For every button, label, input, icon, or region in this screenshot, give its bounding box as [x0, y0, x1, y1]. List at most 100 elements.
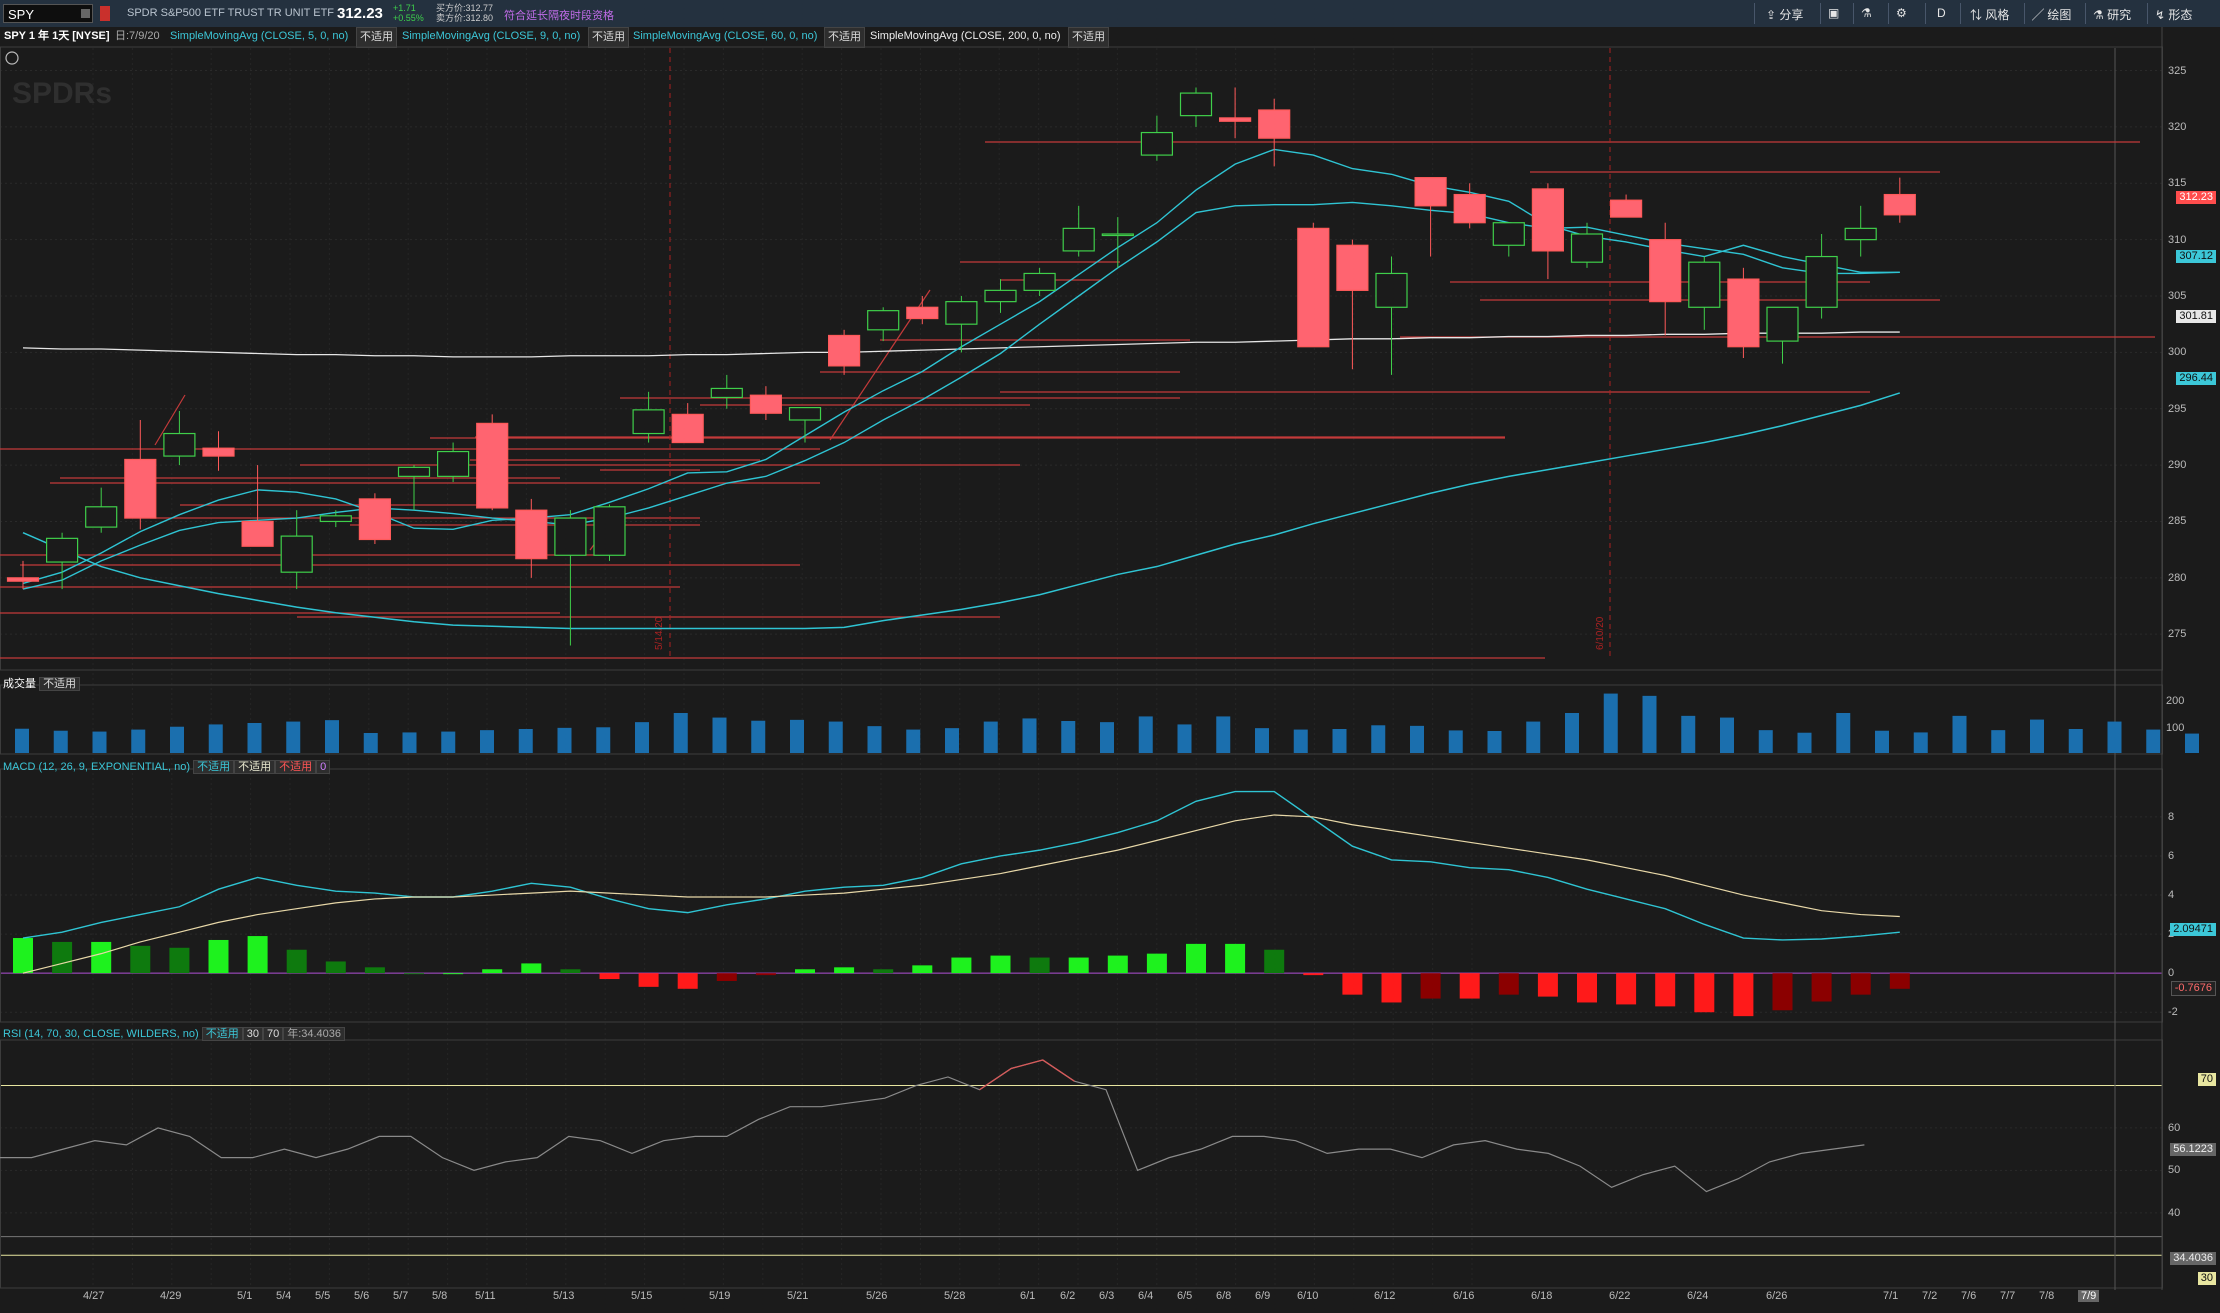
screenshot-icon[interactable]: ▣	[1828, 6, 1840, 20]
period-button[interactable]: D	[1937, 6, 1946, 20]
rsi-overbought-segment	[979, 1059, 1075, 1091]
symbol-value: SPY	[8, 7, 35, 22]
macd-histogram-bar	[1733, 973, 1754, 1017]
volume-bar	[1875, 730, 1889, 753]
study-sma60[interactable]: SimpleMovingAvg (CLOSE, 60, 0, no)	[633, 30, 818, 42]
macd-histogram-bar	[404, 973, 424, 975]
macd-histogram-bar	[521, 963, 542, 974]
volume-bar	[1952, 715, 1967, 753]
date-tick: 6/18	[1531, 1290, 1553, 1302]
candle-body	[1258, 109, 1291, 139]
macd-tick: 4	[2168, 889, 2175, 902]
volume-bar	[867, 726, 882, 753]
spdr-logo: SPDRs	[12, 77, 112, 110]
volume-bar	[1836, 713, 1851, 753]
study-sma9[interactable]: SimpleMovingAvg (CLOSE, 9, 0, no)	[402, 30, 581, 42]
candle-body	[984, 289, 1017, 303]
macd-histogram-bar	[1381, 973, 1402, 1003]
volume-bar	[635, 722, 649, 753]
volume-bar	[1642, 695, 1657, 753]
candle-body	[319, 515, 352, 523]
candle-body	[827, 334, 861, 367]
spdr-logo-text: SPDRs	[12, 77, 112, 110]
volume-bar	[1913, 732, 1928, 753]
candle-body	[867, 310, 900, 331]
volume-bar	[208, 724, 223, 753]
volume-bar	[2030, 719, 2044, 753]
style-button[interactable]: ⇅ 风格	[1970, 8, 2010, 22]
volume-bar	[1255, 728, 1269, 753]
change-abs: +1.71	[393, 3, 416, 13]
date-marker-label: 5/14/20	[654, 616, 665, 650]
volume-bar	[325, 720, 339, 753]
candle-body	[202, 447, 235, 457]
macd-histogram-bar	[482, 969, 503, 974]
share-button[interactable]: ⇪ 分享	[1766, 8, 1804, 22]
rsi-tick: 50	[2168, 1164, 2181, 1177]
volume-bar	[2068, 729, 2083, 753]
volume-bar	[1487, 731, 1502, 753]
toolbar-divider	[2147, 3, 2148, 24]
study-sma5[interactable]: SimpleMovingAvg (CLOSE, 5, 0, no)	[170, 30, 349, 42]
rsi-value-tag: 56.1223	[2170, 1143, 2216, 1156]
candle-body	[1883, 193, 1916, 216]
volume-bar	[480, 730, 494, 753]
flask-icon[interactable]: ⚗	[1861, 6, 1872, 20]
volume-bars	[15, 693, 2199, 753]
date-tick: 6/9	[1255, 1290, 1271, 1302]
macd-title: MACD (12, 26, 9, EXPONENTIAL, no)	[3, 761, 191, 773]
symbol-dropdown-icon[interactable]	[81, 9, 90, 18]
ask-value: 卖方价:312.80	[436, 13, 494, 23]
date-tick: 5/11	[475, 1290, 496, 1302]
date-tick: 5/1	[237, 1290, 253, 1302]
volume-bar	[1216, 716, 1231, 753]
drawing-button[interactable]: ╱ 绘图	[2032, 8, 2072, 22]
volume-bar	[518, 729, 533, 753]
macd-histogram-bar	[912, 965, 933, 974]
rsi-title: RSI (14, 70, 30, CLOSE, WILDERS, no)	[3, 1028, 199, 1040]
macd-histogram-bar	[1459, 973, 1480, 999]
volume-bar	[945, 728, 959, 753]
macd-na-3: 不适用	[275, 760, 317, 774]
date-tick: 7/2	[1922, 1290, 1938, 1302]
info-icon[interactable]	[5, 51, 19, 65]
alert-flag-icon[interactable]	[100, 6, 110, 21]
volume-title: 成交量	[3, 678, 36, 690]
candle-body	[749, 394, 783, 414]
gear-icon[interactable]: ⚙	[1896, 6, 1907, 20]
vol-tick-200: 200	[2166, 695, 2185, 707]
candle-body	[45, 537, 79, 563]
price-candles	[6, 87, 1916, 646]
study-sma200[interactable]: SimpleMovingAvg (CLOSE, 200, 0, no)	[870, 30, 1061, 42]
candle-body	[1179, 92, 1213, 117]
candle-body	[1336, 244, 1369, 291]
date-tick: 6/24	[1687, 1290, 1709, 1302]
date-tick: 6/8	[1216, 1290, 1232, 1302]
macd-histogram-bar	[638, 973, 659, 987]
volume-bar	[363, 733, 378, 753]
date-tick: 6/16	[1453, 1290, 1475, 1302]
candle-body	[1453, 193, 1486, 224]
studies-button[interactable]: ⚗ 研究	[2093, 8, 2132, 22]
symbol-input[interactable]: SPY	[3, 4, 93, 23]
macd-histogram-bar	[443, 973, 464, 975]
candle-body	[358, 498, 391, 541]
date-tick: 7/8	[2039, 1290, 2055, 1302]
date-tick: 4/27	[83, 1290, 105, 1302]
share-label: 分享	[1779, 8, 1804, 22]
volume-bar	[1565, 713, 1579, 753]
candle-body	[593, 506, 626, 556]
macd-histogram-bar	[364, 967, 385, 974]
macd-label[interactable]: MACD (12, 26, 9, EXPONENTIAL, no) 不适用 不适用…	[3, 760, 331, 774]
macd-histogram-bar	[599, 973, 620, 980]
candle-body	[476, 422, 509, 509]
patterns-button[interactable]: ↯ 形态	[2155, 8, 2193, 22]
candle-body	[1062, 227, 1095, 252]
date-tick: 5/15	[631, 1290, 653, 1302]
toolbar-divider	[1888, 3, 1889, 24]
rsi-label[interactable]: RSI (14, 70, 30, CLOSE, WILDERS, no) 不适用…	[3, 1027, 346, 1041]
price-tick: 305	[2168, 290, 2187, 302]
date-tick: 7/9	[2078, 1290, 2100, 1302]
macd-histogram-bar	[1186, 943, 1206, 974]
